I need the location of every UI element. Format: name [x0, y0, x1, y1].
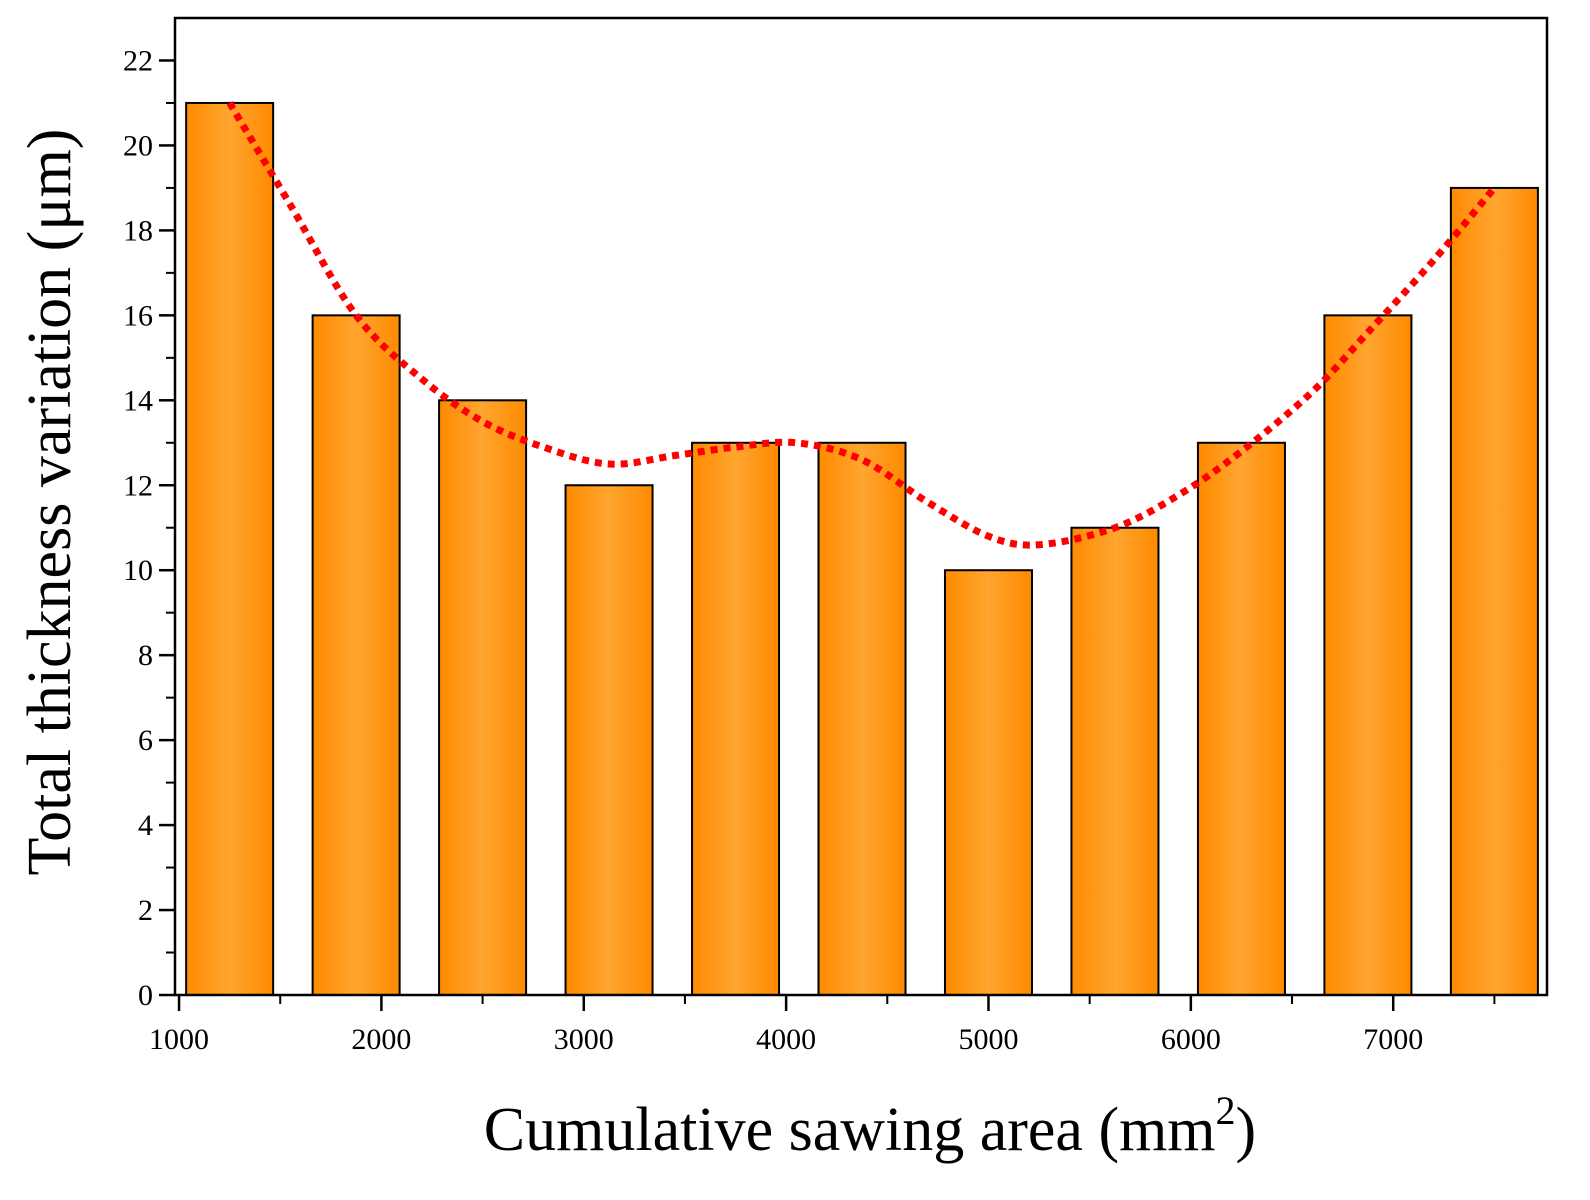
y-tick-label: 12 — [123, 469, 153, 502]
y-axis: 0 2 4 6 8 10 12 14 16 18 20 22 — [123, 44, 175, 1012]
bar-2 — [311, 314, 401, 996]
bar-1 — [185, 101, 275, 996]
bar-11 — [1449, 186, 1539, 997]
y-tick-label: 0 — [138, 979, 153, 1012]
y-tick-label: 10 — [123, 554, 153, 587]
bar-5 — [691, 441, 781, 997]
bar-10 — [1323, 314, 1413, 996]
x-tick-label: 7000 — [1363, 1023, 1423, 1056]
x-axis-title-superscript: 2 — [1216, 1088, 1236, 1133]
bar-8 — [1070, 526, 1160, 996]
x-tick-label: 6000 — [1161, 1023, 1221, 1056]
bar-9 — [1196, 441, 1286, 997]
bar-3 — [438, 399, 528, 997]
x-axis: 1000 2000 3000 4000 5000 6000 7000 — [149, 995, 1496, 1056]
trend-line — [226, 101, 1498, 549]
bar-7 — [943, 569, 1033, 997]
plot-frame — [173, 16, 1549, 997]
y-axis-title: Total thickness variation (μm) — [16, 129, 84, 876]
x-axis-title-main: Cumulative sawing area (mm — [484, 1096, 1216, 1164]
y-tick-label: 2 — [138, 894, 153, 927]
x-tick-label: 4000 — [756, 1023, 816, 1056]
x-axis-title-close: ) — [1236, 1096, 1257, 1164]
y-tick-label: 16 — [123, 299, 153, 332]
x-tick-label: 5000 — [958, 1023, 1018, 1056]
y-tick-label: 14 — [123, 384, 153, 417]
y-tick-label: 22 — [123, 44, 153, 77]
x-tick-label: 3000 — [554, 1023, 614, 1056]
x-axis-title: Cumulative sawing area (mm2) — [484, 1088, 1256, 1164]
y-tick-label: 18 — [123, 214, 153, 247]
y-tick-label: 8 — [138, 639, 153, 672]
bar-4 — [564, 484, 654, 996]
y-tick-label: 6 — [138, 724, 153, 757]
y-tick-label: 20 — [123, 129, 153, 162]
bars-group — [185, 101, 1539, 997]
bar-6 — [817, 441, 907, 997]
y-tick-label: 4 — [138, 809, 153, 842]
x-tick-label: 2000 — [351, 1023, 411, 1056]
x-tick-label: 1000 — [149, 1023, 209, 1056]
